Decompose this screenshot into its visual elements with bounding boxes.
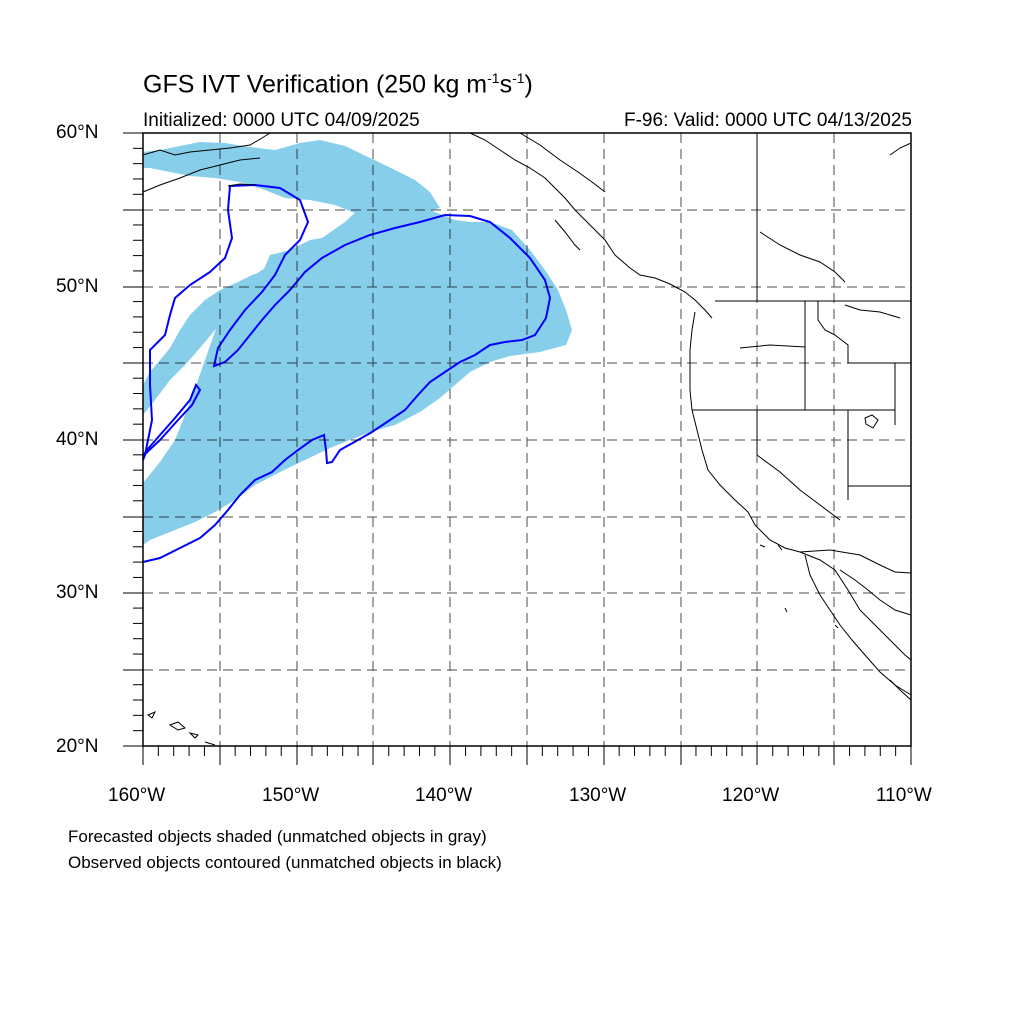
initialized-label: Initialized: 0000 UTC 04/09/2025 bbox=[143, 110, 420, 131]
forecast-object-west bbox=[143, 272, 262, 415]
lon-label-110w: 110°W bbox=[876, 785, 932, 806]
minor-ticks bbox=[133, 147, 897, 756]
lat-label-60n: 60°N bbox=[56, 122, 99, 143]
lat-label-20n: 20°N bbox=[56, 736, 99, 757]
chart-title: GFS IVT Verification (250 kg m-1s-1) bbox=[143, 70, 533, 99]
observed-objects bbox=[142, 183, 552, 563]
lat-label-50n: 50°N bbox=[56, 276, 99, 297]
lon-label-140w: 140°W bbox=[415, 785, 473, 806]
valid-time-label: F-96: Valid: 0000 UTC 04/13/2025 bbox=[624, 110, 912, 131]
lat-label-30n: 30°N bbox=[56, 582, 99, 603]
lon-label-120w: 120°W bbox=[722, 785, 780, 806]
lon-label-130w: 130°W bbox=[569, 785, 627, 806]
graticule bbox=[143, 133, 911, 746]
lon-label-150w: 150°W bbox=[262, 785, 320, 806]
lat-label-40n: 40°N bbox=[56, 429, 99, 450]
footer-forecast-note: Forecasted objects shaded (unmatched obj… bbox=[68, 827, 487, 846]
lon-label-160w: 160°W bbox=[108, 785, 166, 806]
axis-ticks bbox=[123, 132, 912, 765]
coastlines bbox=[142, 132, 912, 746]
political-borders bbox=[692, 133, 912, 574]
footer-observed-note: Observed objects contoured (unmatched ob… bbox=[68, 853, 502, 872]
forecast-objects bbox=[143, 140, 572, 545]
observed-object-west-sliver bbox=[142, 383, 202, 457]
forecast-object-north bbox=[143, 140, 440, 215]
forecast-object-gap-fill bbox=[255, 238, 322, 290]
observed-object-main bbox=[142, 183, 552, 563]
